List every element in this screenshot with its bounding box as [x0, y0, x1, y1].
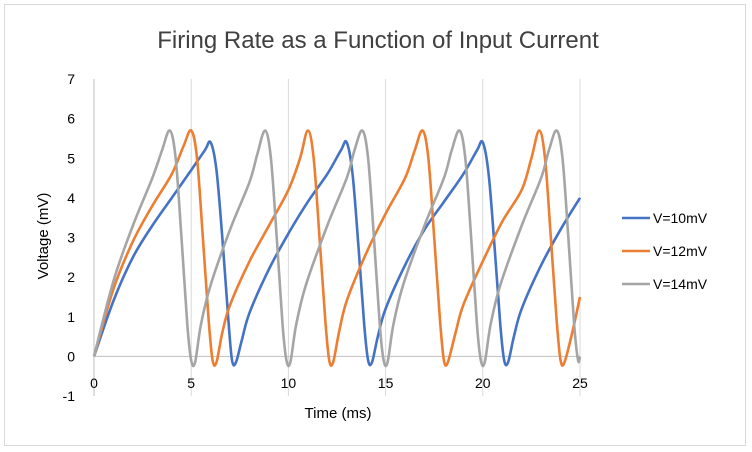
legend-label: V=12mV [653, 243, 708, 259]
series-line-2 [92, 129, 582, 367]
x-axis-label: Time (ms) [305, 405, 372, 422]
y-tick-label: -1 [63, 388, 76, 404]
series-line-3 [92, 129, 582, 368]
legend-label: V=14mV [653, 276, 708, 292]
y-tick-label: 2 [67, 269, 75, 285]
legend-label: V=10mV [653, 210, 708, 226]
axes [93, 79, 580, 396]
series-lines [92, 129, 582, 368]
chart-title: Firing Rate as a Function of Input Curre… [157, 27, 599, 54]
y-tick-labels: -1 0 1 2 3 4 5 6 7 [63, 71, 76, 404]
chart-frame [4, 4, 746, 446]
gridlines [190, 79, 581, 396]
x-tick-label: 10 [281, 375, 297, 391]
y-tick-label: 5 [67, 150, 75, 166]
x-tick-label: 0 [90, 375, 98, 391]
y-tick-label: 0 [67, 348, 75, 364]
y-tick-label: 4 [67, 190, 75, 206]
legend: V=10mV V=12mV V=14mV [622, 210, 708, 292]
y-tick-label: 7 [67, 71, 75, 87]
y-tick-label: 6 [67, 111, 75, 127]
y-axis-label: Voltage (mV) [35, 193, 52, 280]
x-tick-label: 5 [187, 375, 195, 391]
x-tick-labels: 0 5 10 15 20 25 [90, 375, 588, 391]
series-line-1 [92, 139, 582, 367]
x-tick-label: 15 [378, 375, 394, 391]
y-tick-label: 1 [67, 309, 75, 325]
y-tick-label: 3 [67, 230, 75, 246]
x-tick-label: 20 [475, 375, 491, 391]
x-tick-label: 25 [572, 375, 588, 391]
